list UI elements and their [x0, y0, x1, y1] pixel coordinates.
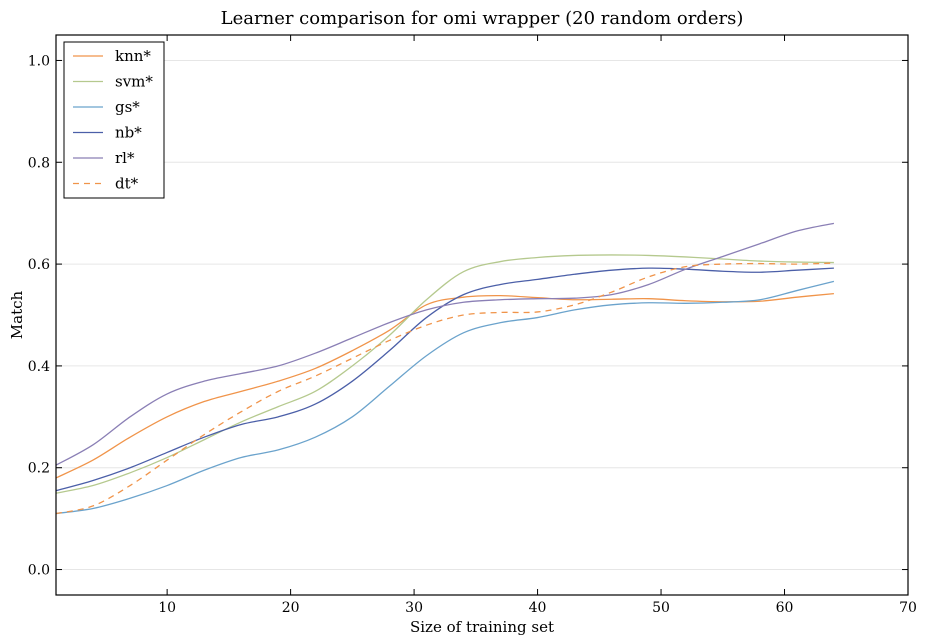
y-tick-label: 0.2 [28, 461, 50, 477]
y-tick-label: 0.4 [28, 359, 50, 375]
axis-ticks: 0.0 0.2 0.4 0.6 0.8 1.0 10 20 30 40 50 60 70 [28, 35, 917, 616]
legend-box [63, 41, 165, 199]
series-line-svm [55, 254, 834, 494]
y-tick-label: 0.8 [28, 155, 50, 171]
series-line-rl [55, 222, 835, 466]
plot-frame [55, 34, 909, 596]
y-tick-label: 1.0 [28, 53, 50, 69]
plot-series [55, 222, 835, 515]
x-tick-label: 30 [405, 600, 423, 616]
legend-label: gs* [115, 98, 140, 116]
series-line-dt [55, 262, 834, 515]
legend: knn* svm* gs* nb* rl* dt* [63, 41, 165, 199]
legend-label: rl* [115, 149, 135, 167]
series-line-gs [55, 280, 835, 515]
y-tick-label: 0.6 [28, 257, 50, 273]
x-tick-label: 60 [776, 600, 794, 616]
legend-label: knn* [115, 47, 151, 65]
x-tick-label: 20 [282, 600, 300, 616]
series-line-nb [55, 267, 834, 492]
y-axis-label: Match [8, 290, 26, 339]
x-tick-label: 50 [652, 600, 670, 616]
legend-label: nb* [115, 124, 142, 142]
x-tick-label: 70 [899, 600, 917, 616]
x-axis-label: Size of training set [410, 618, 554, 636]
grid-lines [56, 59, 908, 571]
x-tick-label: 40 [529, 600, 547, 616]
x-tick-label: 10 [158, 600, 176, 616]
chart-title: Learner comparison for omi wrapper (20 r… [221, 8, 744, 29]
y-tick-label: 0.0 [28, 563, 50, 579]
series-line-knn [55, 292, 834, 479]
legend-label: dt* [115, 175, 139, 193]
legend-label: svm* [115, 73, 153, 91]
